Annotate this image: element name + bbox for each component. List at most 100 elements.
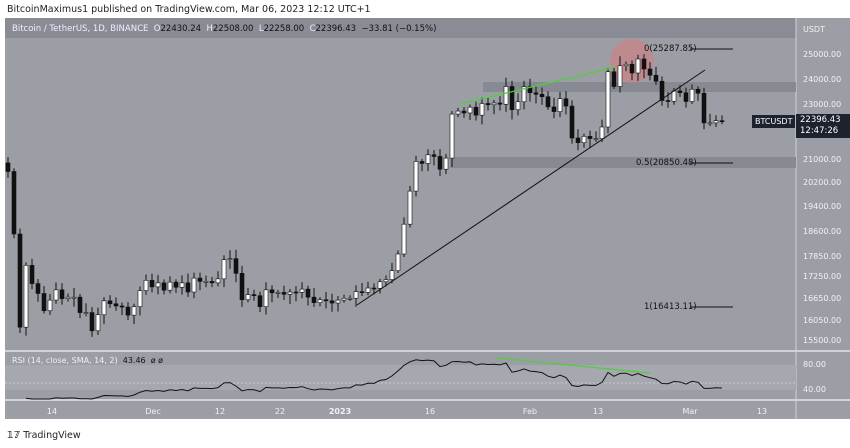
candle — [599, 126, 605, 139]
time-tick: 22 — [274, 407, 286, 416]
candle — [329, 300, 335, 304]
rsi-line — [25, 359, 723, 400]
candle — [323, 299, 329, 302]
candle — [161, 282, 167, 291]
candle — [713, 120, 719, 124]
rsi-extra: ø ø — [150, 356, 164, 365]
candle — [425, 154, 431, 164]
candle — [257, 295, 263, 308]
time-tick: Dec — [145, 407, 161, 416]
candle — [581, 136, 587, 143]
candle — [623, 63, 629, 67]
candle — [119, 305, 125, 308]
candle — [593, 138, 599, 140]
price-tick: 17850.00 — [803, 252, 842, 261]
candle — [485, 103, 491, 106]
rsi-tick-80: 80.00 — [803, 360, 826, 369]
candle — [605, 71, 611, 128]
candle — [263, 289, 269, 308]
high-label: H — [206, 24, 213, 34]
candle — [299, 288, 305, 293]
candle — [227, 258, 233, 260]
candle — [101, 300, 107, 316]
candle — [215, 278, 221, 284]
price-tick: 24000.00 — [803, 75, 842, 84]
candle — [155, 282, 161, 288]
candle — [275, 292, 281, 294]
candle — [437, 156, 443, 170]
candle — [65, 296, 71, 299]
publisher-line: BitcoinMaximus1 published on TradingView… — [7, 4, 371, 15]
candle — [479, 103, 485, 116]
candle — [653, 74, 659, 82]
candle — [353, 291, 359, 299]
candle — [527, 86, 533, 94]
price-tick: 17250.00 — [803, 272, 842, 281]
change-value: −33.81 (−0.15%) — [361, 24, 437, 34]
candle — [677, 90, 683, 94]
symbol-title: Bitcoin / TetherUS, 1D, BINANCE — [12, 24, 149, 34]
price-tag: 22396.43 12:47:26 — [796, 114, 850, 138]
candle — [449, 113, 455, 159]
price-tick: 25000.00 — [803, 50, 842, 59]
resistance-zone — [483, 82, 796, 92]
candle — [185, 282, 191, 293]
candle — [575, 137, 581, 143]
time-tick: Feb — [522, 407, 538, 416]
candle — [689, 88, 695, 102]
candle — [221, 259, 227, 280]
open-value: 22430.24 — [160, 24, 202, 34]
candle — [203, 281, 209, 283]
candle — [389, 270, 395, 280]
time-tick: 16 — [424, 407, 436, 416]
candle — [647, 68, 653, 76]
high-value: 22508.00 — [212, 24, 254, 34]
bar-countdown: 12:47:26 — [800, 126, 839, 136]
candle — [497, 102, 503, 105]
candle — [173, 281, 179, 288]
time-tick: 13 — [756, 407, 768, 416]
time-tick: 14 — [46, 407, 58, 416]
symbol-tag: BTCUSDT — [752, 115, 796, 128]
candle — [629, 63, 635, 74]
candle — [239, 273, 245, 301]
candle — [209, 281, 215, 284]
candle — [431, 154, 437, 157]
candle — [641, 58, 647, 70]
tradingview-logo[interactable]: 𝟙𝟟 TradingView — [7, 430, 81, 441]
rsi-divergence-line — [496, 357, 651, 374]
candle — [305, 288, 311, 298]
candle — [269, 289, 275, 294]
candle — [401, 223, 407, 255]
candle — [47, 299, 53, 312]
candle — [131, 306, 137, 316]
fib-level-1: 1(16413.11) — [644, 302, 697, 312]
candle — [443, 157, 449, 170]
candle — [545, 96, 551, 108]
candle — [317, 299, 323, 303]
candle — [683, 92, 689, 102]
price-tick: 19400.00 — [803, 202, 842, 211]
candle — [539, 93, 545, 98]
low-value: 22258.00 — [263, 24, 305, 34]
candle — [11, 171, 17, 235]
candle — [521, 86, 527, 103]
candle — [557, 98, 563, 112]
price-tick: 16050.00 — [803, 316, 842, 325]
close-label: C — [309, 24, 316, 34]
candle — [125, 306, 131, 316]
candle — [473, 106, 479, 116]
price-tick: 18600.00 — [803, 227, 842, 236]
candle — [35, 283, 41, 294]
candle — [29, 265, 35, 284]
candle — [377, 281, 383, 289]
candle — [509, 86, 515, 110]
candle — [251, 294, 257, 297]
candle — [179, 282, 185, 288]
time-tick: 13 — [592, 407, 604, 416]
candle — [413, 161, 419, 192]
candle — [455, 110, 461, 115]
price-tick: 16650.00 — [803, 294, 842, 303]
fib-level-0: 0(25287.85) — [644, 44, 697, 54]
